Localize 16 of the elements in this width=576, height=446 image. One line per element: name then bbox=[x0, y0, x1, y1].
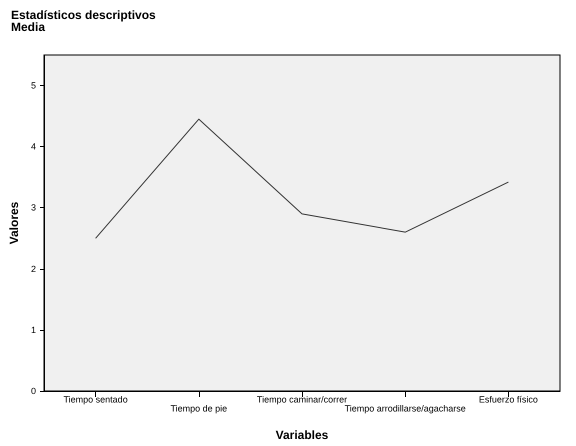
y-tick-label: 2 bbox=[30, 264, 36, 274]
x-tick-label: Tiempo caminar/correr bbox=[256, 394, 348, 404]
chart-subtitle: Media bbox=[11, 20, 46, 34]
x-axis-title: Variables bbox=[276, 428, 329, 442]
y-tick-label: 1 bbox=[30, 324, 36, 335]
y-tick-label: 5 bbox=[30, 80, 36, 91]
chart-title: Estadísticos descriptivos bbox=[11, 8, 156, 22]
y-tick-label: 4 bbox=[30, 142, 36, 152]
x-tick-label: Tiempo de pie bbox=[170, 404, 228, 414]
line-series bbox=[95, 118, 509, 239]
x-tick-label: Tiempo sentado bbox=[63, 394, 128, 404]
y-tick-label: 3 bbox=[30, 202, 36, 213]
x-tick-label: Esfuerzo físico bbox=[478, 394, 538, 404]
y-axis-title: Valores bbox=[7, 201, 21, 244]
y-tick-label: 0 bbox=[30, 386, 36, 396]
x-tick-label: Tiempo arrodillarse/agacharse bbox=[344, 404, 466, 414]
